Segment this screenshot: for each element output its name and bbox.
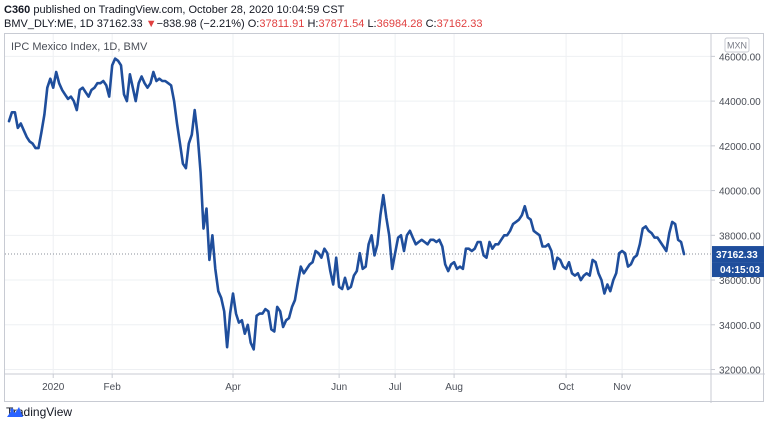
countdown-tag-label: 04:15:03 <box>720 265 760 276</box>
series-line-ipc-mexico <box>7 57 686 351</box>
chart-title: IPC Mexico Index, 1D, BMV <box>11 41 148 53</box>
open-label: O: <box>247 18 260 30</box>
x-tick-label: 2020 <box>42 382 65 393</box>
close-value: 37162.33 <box>436 18 483 30</box>
x-tick-label: Aug <box>445 382 463 393</box>
currency-label: MXN <box>727 41 747 51</box>
low-label: L: <box>367 18 377 30</box>
close-label: C: <box>425 18 437 30</box>
symbol-label: BMV_DLY:ME, 1D <box>4 18 94 30</box>
x-tick-label: Oct <box>558 382 574 393</box>
price-chart[interactable]: 32000.00 34000.00 36000.00 38000.00 40000.00… <box>5 34 765 403</box>
y-tick-label: 32000.00 <box>719 366 761 377</box>
high-label: H: <box>307 18 319 30</box>
last-price-tag-label: 37162.33 <box>716 250 758 261</box>
x-tick-label: Feb <box>104 382 122 393</box>
last-price: 37162.33 <box>96 18 143 30</box>
last-price-tag <box>712 246 764 263</box>
change-value: −838.98 (−2.21%) <box>156 18 245 30</box>
y-tick-label: 38000.00 <box>719 231 761 242</box>
y-tick-label: 40000.00 <box>719 187 761 198</box>
countdown-tag <box>712 262 764 278</box>
tradingview-footer[interactable]: TradingView <box>6 405 72 419</box>
y-tick-label: 42000.00 <box>719 142 761 153</box>
x-tick-label: Jun <box>331 382 347 393</box>
y-tick-label: 36000.00 <box>719 276 761 287</box>
down-arrow-icon: ▼ <box>145 18 157 30</box>
tradingview-logo-icon <box>7 407 23 417</box>
y-tick-label: 46000.00 <box>719 52 761 63</box>
x-tick-label: Nov <box>613 382 631 393</box>
publish-header: C360 published on TradingView.com, Octob… <box>4 3 344 17</box>
y-tick-label: 34000.00 <box>719 321 761 332</box>
x-tick-label: Jul <box>389 382 402 393</box>
open-value: 37811.91 <box>259 18 305 30</box>
chart-panel[interactable]: 32000.00 34000.00 36000.00 38000.00 40000.00… <box>4 33 765 403</box>
publisher-name: C360 <box>4 4 31 16</box>
x-tick-label: Apr <box>225 382 241 393</box>
y-tick-label: 44000.00 <box>719 97 761 108</box>
quote-line: BMV_DLY:ME, 1D 37162.33 ▼−838.98 (−2.21%… <box>4 17 482 31</box>
low-value: 36984.28 <box>376 18 423 30</box>
high-value: 37871.54 <box>318 18 365 30</box>
published-info: published on TradingView.com, October 28… <box>30 4 345 16</box>
tradingview-brand: TradingView <box>6 405 73 419</box>
currency-box <box>724 37 750 53</box>
